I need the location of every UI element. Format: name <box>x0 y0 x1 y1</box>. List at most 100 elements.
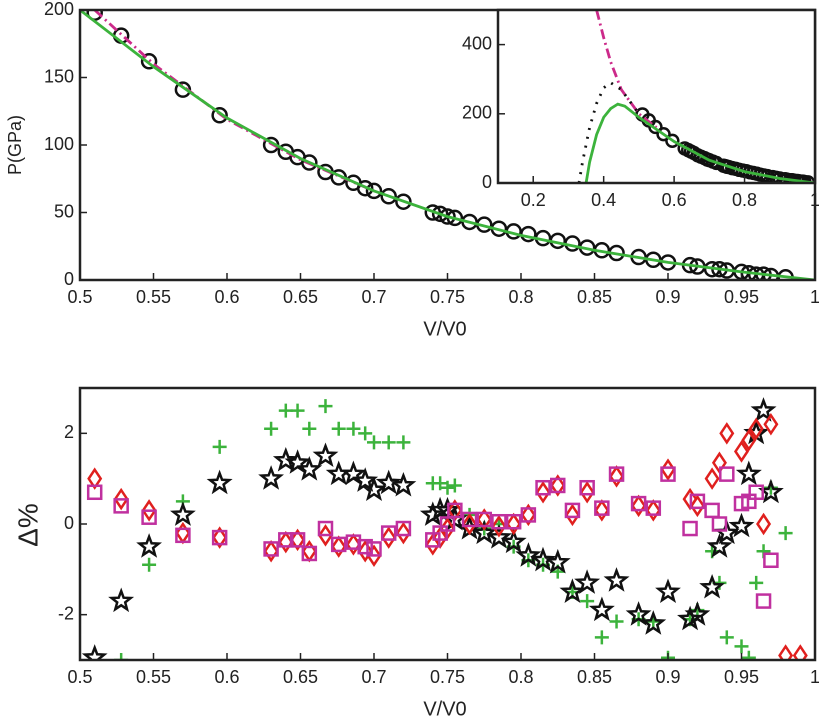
x-tick-label: 1 <box>810 667 819 687</box>
star-marker <box>352 467 379 492</box>
series-line <box>577 81 641 183</box>
circle-marker <box>439 208 456 225</box>
square-marker <box>755 593 772 609</box>
x-tick-label: 0.55 <box>136 667 171 687</box>
plot-area <box>577 10 815 183</box>
diamond-marker <box>476 508 492 531</box>
star-marker <box>706 533 733 558</box>
plus-marker <box>440 480 455 495</box>
axes-frame <box>496 8 817 185</box>
star-marker <box>500 528 527 554</box>
diamond-marker <box>331 535 347 558</box>
star-marker <box>728 512 755 538</box>
diamond-marker <box>645 499 661 522</box>
diamond-marker <box>631 494 647 518</box>
y-tick-label: 50 <box>54 201 74 221</box>
star-marker <box>419 501 446 526</box>
diamond-marker <box>719 422 735 445</box>
axes-frame <box>78 386 817 662</box>
plus-marker <box>331 421 346 436</box>
plus-marker <box>433 476 448 491</box>
circle-marker <box>365 182 383 200</box>
diamond-marker <box>748 417 764 441</box>
x-tick-label: 0.5 <box>67 667 92 687</box>
star-marker <box>206 469 233 495</box>
diamond-marker <box>564 503 580 527</box>
circle-marker <box>140 53 158 70</box>
y-axis-label: Δ% <box>12 503 43 547</box>
square-marker <box>594 500 610 516</box>
diamond-marker <box>550 474 566 497</box>
square-marker <box>263 541 279 557</box>
diamond-marker <box>535 481 551 504</box>
star-marker <box>515 542 542 567</box>
square-marker <box>645 500 662 516</box>
star-marker <box>390 471 417 497</box>
diamond-marker <box>381 526 397 549</box>
diamond-marker <box>778 644 794 660</box>
plus-marker <box>278 403 293 418</box>
square-marker <box>317 520 334 537</box>
plus-marker <box>580 594 595 609</box>
x-tick-label: 0.85 <box>577 667 612 687</box>
plus-marker <box>302 421 317 436</box>
star-marker <box>559 578 586 604</box>
plus-marker <box>142 557 157 572</box>
star-marker <box>588 596 615 622</box>
plus-marker <box>594 630 609 645</box>
square-marker <box>535 479 551 496</box>
square-marker <box>491 513 507 530</box>
series-line <box>595 10 658 129</box>
star-marker <box>258 465 284 490</box>
square-marker <box>301 545 318 562</box>
square-marker <box>689 493 706 510</box>
square-marker <box>579 479 595 496</box>
x-tick-label: 1 <box>810 190 819 210</box>
square-marker <box>113 498 129 514</box>
diamond-marker <box>704 467 720 490</box>
circle-marker <box>380 188 397 205</box>
y-tick-label: 2 <box>64 422 74 442</box>
square-marker <box>289 532 306 548</box>
x-tick-label: 0.75 <box>430 287 465 307</box>
circle-marker <box>665 133 680 148</box>
square-marker <box>630 495 647 512</box>
square-marker <box>461 511 478 528</box>
x-tick-label: 0.55 <box>136 287 171 307</box>
x-tick-label: 0.65 <box>283 287 318 307</box>
diamond-marker <box>579 481 595 504</box>
circle-marker <box>301 154 318 171</box>
diamond-marker <box>520 503 536 527</box>
x-axis-label: V/V0 <box>423 698 466 720</box>
plus-marker <box>346 421 361 436</box>
plus-marker <box>609 614 624 629</box>
plus-marker <box>212 439 227 454</box>
star-marker <box>361 476 387 501</box>
x-axis-label: V/V0 <box>423 318 466 340</box>
plus-marker <box>447 478 462 493</box>
series-line <box>584 102 815 183</box>
x-tick-label: 0.9 <box>655 287 680 307</box>
star-marker <box>471 519 498 545</box>
star-marker <box>272 446 299 472</box>
star-marker <box>296 456 323 481</box>
y-tick-label: 200 <box>462 103 492 123</box>
square-marker <box>550 477 566 494</box>
diamond-marker <box>594 499 610 522</box>
x-tick-label: 1 <box>810 287 819 307</box>
star-marker <box>735 460 762 486</box>
axes: 0.2 0.4 0.6 0.8 1 0 200 400 <box>462 8 819 210</box>
square-marker <box>366 541 382 557</box>
plus-marker <box>358 426 373 441</box>
plot-area <box>80 10 815 280</box>
y-tick-label: 0 <box>64 513 74 533</box>
x-tick-label: 0.8 <box>508 287 533 307</box>
square-marker <box>520 507 537 523</box>
series-line <box>80 10 815 280</box>
star-marker <box>699 573 725 599</box>
diamond-marker <box>792 644 808 660</box>
diamond-marker <box>87 467 103 490</box>
x-tick-label: 0.75 <box>430 667 465 687</box>
star-marker <box>81 644 108 660</box>
